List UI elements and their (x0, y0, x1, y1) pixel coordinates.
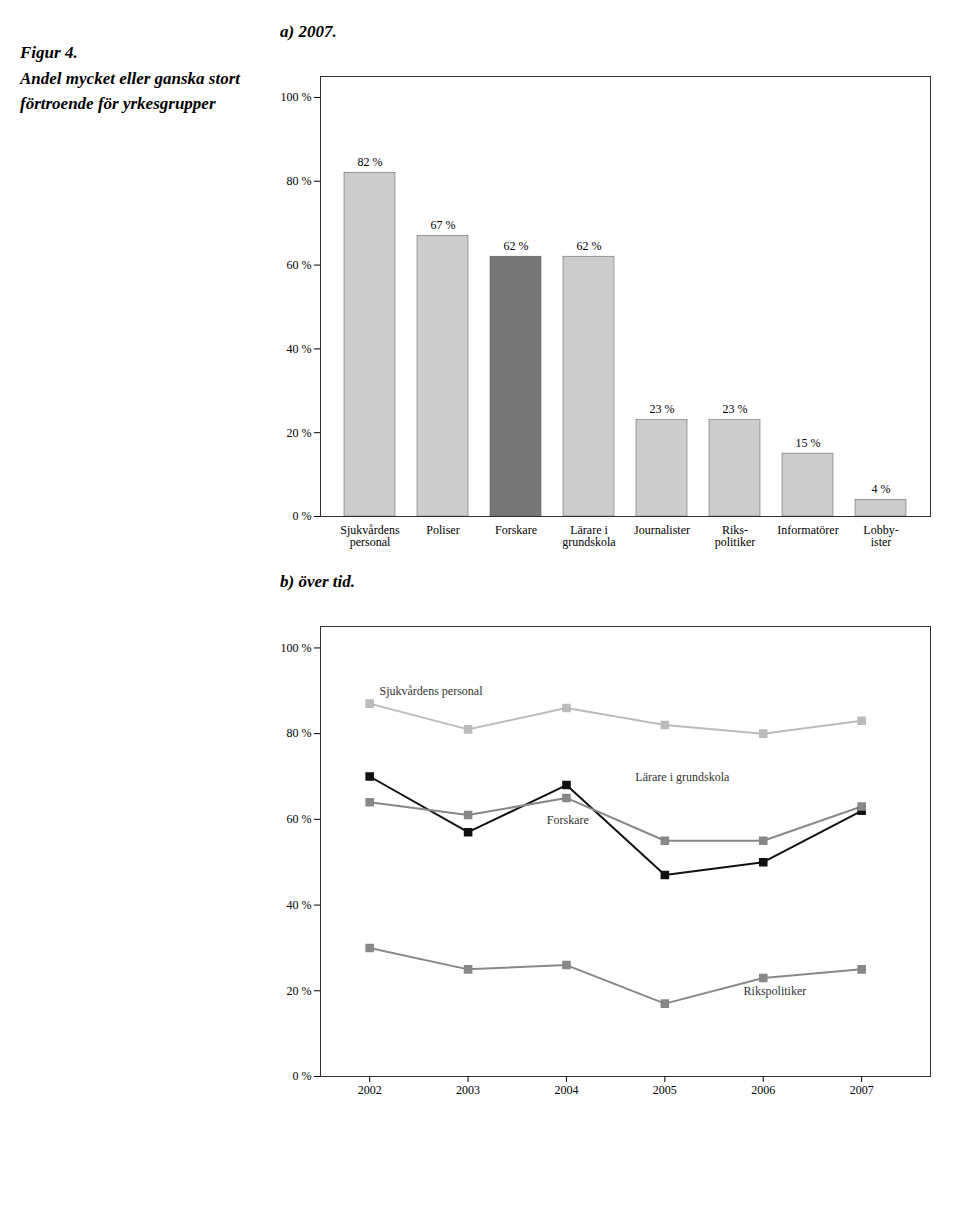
svg-text:15 %: 15 % (796, 436, 821, 450)
svg-text:2005: 2005 (653, 1083, 677, 1097)
svg-text:2002: 2002 (358, 1083, 382, 1097)
svg-text:100 %: 100 % (281, 90, 312, 104)
svg-text:2004: 2004 (554, 1083, 578, 1097)
svg-text:60 %: 60 % (287, 812, 312, 826)
svg-text:Informatörer: Informatörer (777, 523, 838, 537)
svg-text:40 %: 40 % (287, 342, 312, 356)
svg-text:Forskare: Forskare (547, 813, 589, 827)
svg-text:Lärare igrundskola: Lärare igrundskola (562, 523, 616, 549)
svg-text:Forskare: Forskare (495, 523, 537, 537)
svg-text:2007: 2007 (850, 1083, 874, 1097)
svg-text:Journalister: Journalister (634, 523, 690, 537)
svg-text:Sjukvårdens personal: Sjukvårdens personal (380, 684, 484, 698)
svg-text:Rikspolitiker: Rikspolitiker (744, 984, 807, 998)
svg-text:67 %: 67 % (431, 218, 456, 232)
svg-text:23 %: 23 % (650, 402, 675, 416)
svg-text:Riks-politiker: Riks-politiker (715, 523, 756, 549)
svg-text:Poliser: Poliser (426, 523, 459, 537)
svg-text:2003: 2003 (456, 1083, 480, 1097)
svg-text:4 %: 4 % (872, 482, 891, 496)
svg-text:20 %: 20 % (287, 984, 312, 998)
svg-text:80 %: 80 % (287, 174, 312, 188)
svg-text:40 %: 40 % (287, 898, 312, 912)
svg-text:62 %: 62 % (577, 239, 602, 253)
svg-text:0 %: 0 % (293, 509, 312, 523)
svg-text:82 %: 82 % (358, 155, 383, 169)
svg-text:Lärare i grundskola: Lärare i grundskola (635, 770, 730, 784)
html-text:förtroende för yrkesgrupper: förtroende för yrkesgrupper (20, 94, 216, 113)
html-text:Andel mycket eller ganska stor: Andel mycket eller ganska stort (20, 68, 240, 88)
svg-text:Sjukvårdenspersonal: Sjukvårdenspersonal (340, 523, 400, 549)
svg-text:100 %: 100 % (281, 641, 312, 655)
svg-text:0 %: 0 % (293, 1069, 312, 1083)
html-text:a) 2007.: a) 2007. (280, 22, 337, 41)
svg-text:80 %: 80 % (287, 726, 312, 740)
svg-text:62 %: 62 % (504, 239, 529, 253)
svg-text:Lobby-ister: Lobby-ister (863, 523, 898, 549)
svg-text:20 %: 20 % (287, 426, 312, 440)
svg-text:2006: 2006 (751, 1083, 775, 1097)
svg-text:23 %: 23 % (723, 402, 748, 416)
svg-text:60 %: 60 % (287, 258, 312, 272)
html-text:Figur 4.: Figur 4. (20, 43, 78, 62)
html-text:b) över tid.: b) över tid. (280, 572, 356, 591)
